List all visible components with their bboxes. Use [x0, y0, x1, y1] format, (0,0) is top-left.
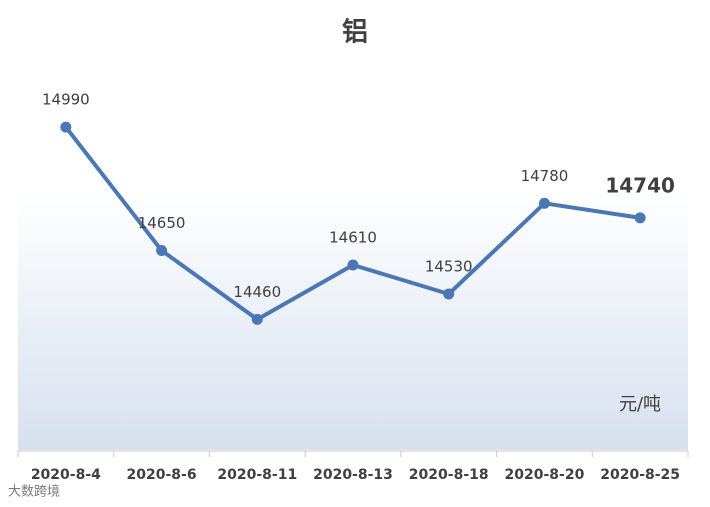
point: [347, 259, 359, 271]
point: [443, 288, 455, 300]
x-tick-label: 2020-8-20: [505, 467, 585, 483]
plot-background: [18, 190, 688, 450]
data-label: 14650: [138, 214, 186, 232]
point: [156, 244, 168, 256]
data-label: 14460: [233, 283, 281, 301]
watermark: 大数跨境: [8, 485, 60, 500]
x-tick-label: 2020-8-25: [600, 467, 680, 483]
point: [251, 313, 263, 325]
data-label: 14990: [42, 91, 90, 109]
data-label: 14780: [521, 167, 569, 185]
x-tick-label: 2020-8-13: [313, 467, 393, 483]
data-label: 14740: [605, 173, 675, 197]
x-tick-label: 2020-8-6: [127, 467, 197, 483]
data-label: 14530: [425, 258, 473, 276]
x-tick-label: 2020-8-11: [217, 467, 297, 483]
point: [634, 212, 646, 224]
point: [60, 121, 72, 133]
x-tick-label: 2020-8-18: [409, 467, 489, 483]
x-tick-label: 2020-8-4: [31, 467, 101, 483]
data-label: 14610: [329, 228, 377, 246]
chart-title: 铝: [342, 18, 368, 48]
point: [538, 197, 550, 209]
unit-label: 元/吨: [619, 394, 661, 415]
